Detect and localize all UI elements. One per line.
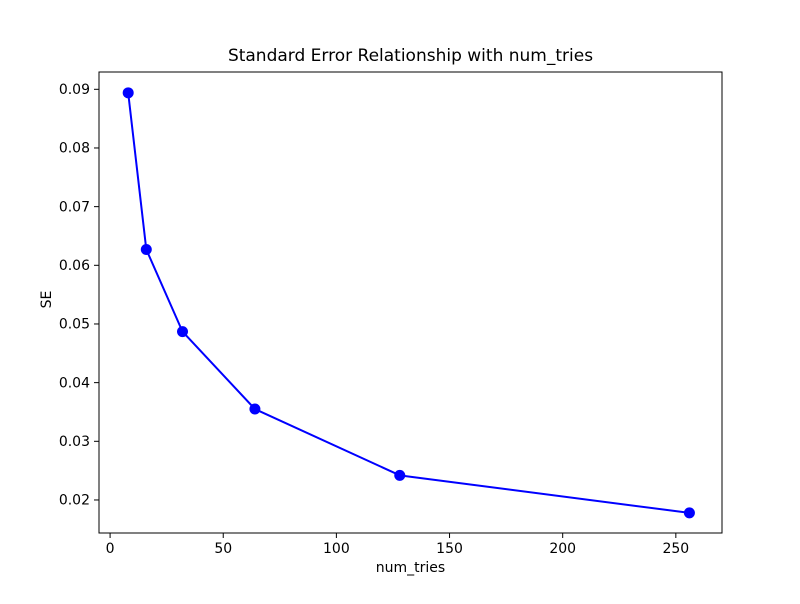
x-tick-label: 250 bbox=[662, 541, 689, 557]
y-tick-label: 0.04 bbox=[59, 375, 90, 391]
data-point bbox=[177, 326, 189, 338]
y-tick-label: 0.06 bbox=[59, 258, 90, 274]
x-axis-label: num_tries bbox=[376, 560, 445, 576]
data-point bbox=[683, 507, 695, 519]
data-point bbox=[140, 243, 152, 255]
y-tick-label: 0.05 bbox=[59, 317, 90, 333]
y-tick-label: 0.02 bbox=[59, 493, 90, 509]
x-tick-label: 0 bbox=[106, 541, 115, 557]
plot-spines bbox=[98, 71, 723, 534]
data-point bbox=[249, 403, 261, 415]
y-tick-label: 0.09 bbox=[59, 82, 90, 98]
data-line bbox=[127, 91, 691, 514]
y-axis-label: SE bbox=[39, 291, 55, 309]
y-tick-label: 0.08 bbox=[59, 141, 90, 157]
y-tick-label: 0.03 bbox=[59, 434, 90, 450]
x-tick-label: 50 bbox=[214, 541, 232, 557]
data-point bbox=[122, 87, 134, 99]
chart-title: Standard Error Relationship with num_tri… bbox=[228, 46, 593, 66]
x-tick-label: 100 bbox=[323, 541, 350, 557]
x-tick-label: 150 bbox=[436, 541, 463, 557]
y-tick-label: 0.07 bbox=[59, 199, 90, 215]
plot-area: 0 50 100 150 200 250 0.02 0.03 0.04 0.05 0.06 0.07 0… bbox=[59, 71, 723, 557]
x-tick-label: 200 bbox=[549, 541, 576, 557]
data-point bbox=[394, 469, 406, 481]
